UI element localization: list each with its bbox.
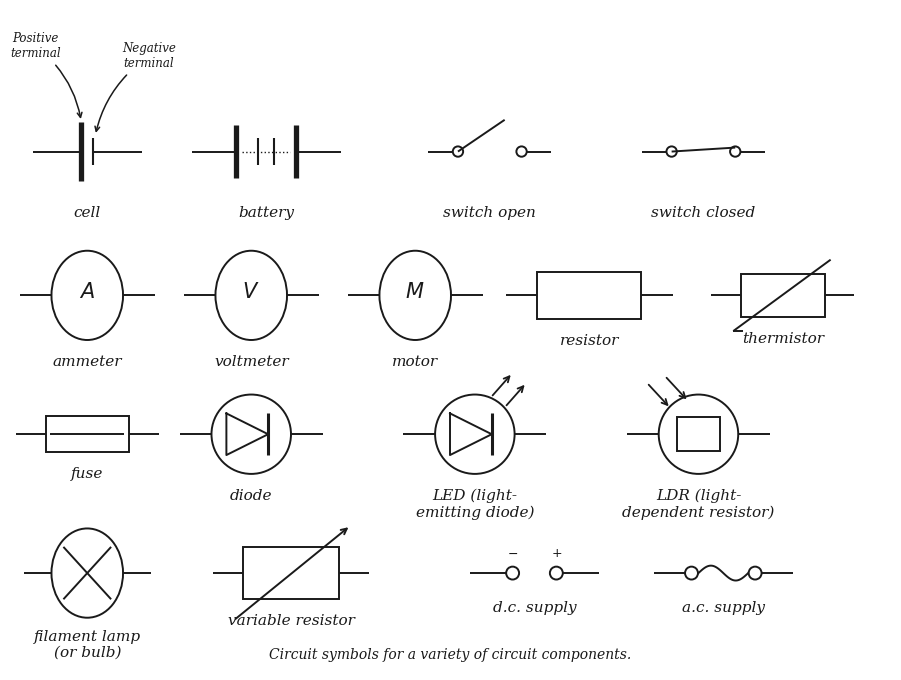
Ellipse shape xyxy=(659,394,738,474)
Bar xyxy=(677,418,720,451)
Bar xyxy=(46,416,129,452)
Text: $-$: $-$ xyxy=(507,547,518,560)
Circle shape xyxy=(749,566,761,579)
Bar xyxy=(742,273,824,317)
Circle shape xyxy=(516,146,527,156)
Ellipse shape xyxy=(435,394,514,474)
Circle shape xyxy=(685,566,698,579)
Text: switch open: switch open xyxy=(443,206,536,220)
Text: battery: battery xyxy=(238,206,294,220)
Text: voltmeter: voltmeter xyxy=(214,355,288,369)
Text: $A$: $A$ xyxy=(79,282,96,303)
Text: a.c. supply: a.c. supply xyxy=(682,601,765,615)
Bar xyxy=(538,271,641,319)
Ellipse shape xyxy=(212,394,291,474)
Text: diode: diode xyxy=(230,489,272,503)
Ellipse shape xyxy=(51,528,123,617)
Text: motor: motor xyxy=(392,355,438,369)
Circle shape xyxy=(550,566,563,579)
Text: fuse: fuse xyxy=(71,467,104,481)
Text: filament lamp
(or bulb): filament lamp (or bulb) xyxy=(33,630,141,660)
Circle shape xyxy=(506,566,519,579)
Text: resistor: resistor xyxy=(560,334,619,348)
Bar xyxy=(243,547,339,599)
Text: ammeter: ammeter xyxy=(52,355,122,369)
Text: $+$: $+$ xyxy=(551,547,562,560)
Text: $M$: $M$ xyxy=(405,282,425,303)
Text: Negative
terminal: Negative terminal xyxy=(95,42,176,131)
Text: switch closed: switch closed xyxy=(651,206,756,220)
Ellipse shape xyxy=(215,251,287,340)
Text: Positive
terminal: Positive terminal xyxy=(10,33,82,118)
Text: $V$: $V$ xyxy=(242,282,260,303)
Circle shape xyxy=(453,146,463,156)
Text: d.c. supply: d.c. supply xyxy=(493,601,577,615)
Text: thermistor: thermistor xyxy=(742,332,824,346)
Text: LED (light-
emitting diode): LED (light- emitting diode) xyxy=(415,489,534,520)
Text: cell: cell xyxy=(74,206,101,220)
Ellipse shape xyxy=(379,251,451,340)
Text: Circuit symbols for a variety of circuit components.: Circuit symbols for a variety of circuit… xyxy=(268,649,631,662)
Text: variable resistor: variable resistor xyxy=(228,614,354,628)
Circle shape xyxy=(730,146,741,156)
Text: LDR (light-
dependent resistor): LDR (light- dependent resistor) xyxy=(623,489,775,520)
Ellipse shape xyxy=(51,251,123,340)
Circle shape xyxy=(667,146,677,156)
